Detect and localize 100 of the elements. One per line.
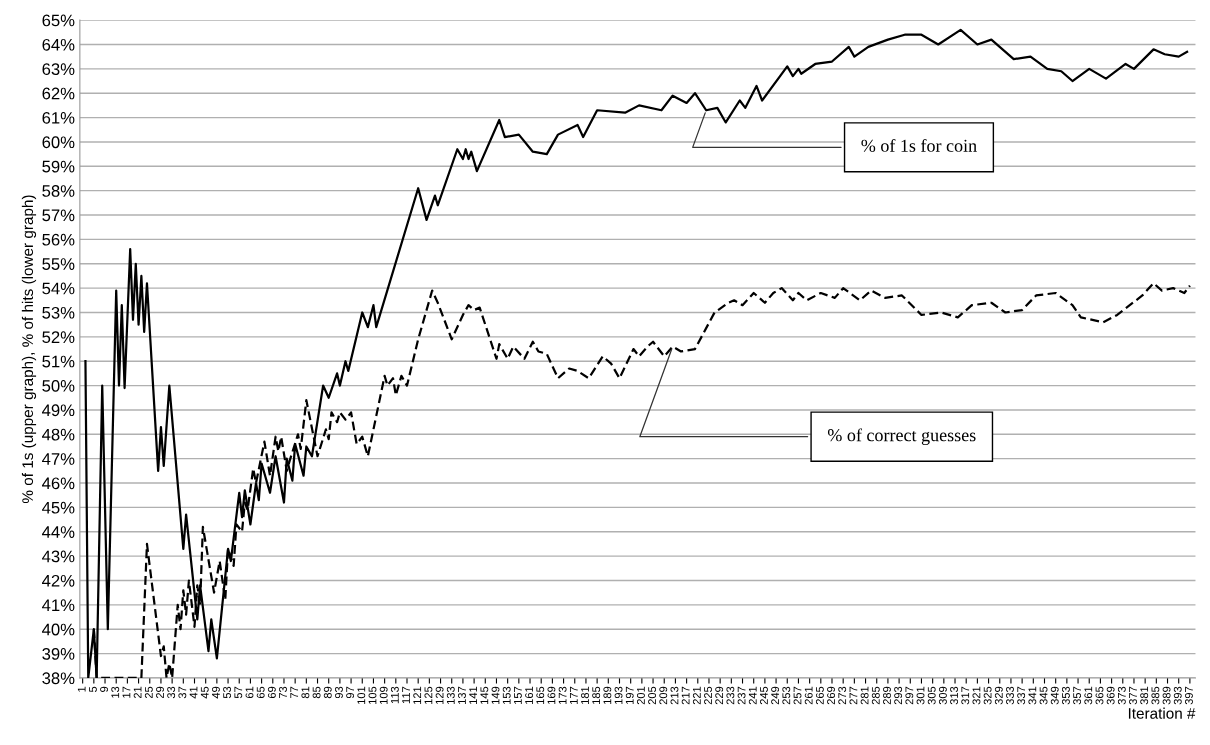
y-tick-label: 45% [42,501,75,514]
x-tick-label: 45 [200,686,209,699]
x-tick-label: 353 [1061,686,1070,705]
x-tick-label: 129 [435,686,444,704]
x-tick-label: 109 [379,686,388,704]
x-tick-label: 49 [211,686,220,699]
x-tick-label: 205 [648,686,657,705]
x-tick-label: 57 [234,686,243,699]
x-tick-label: 21 [133,686,142,699]
x-tick-label: 149 [491,686,500,704]
y-tick-label: 63% [42,63,75,76]
x-tick-label: 157 [514,686,522,704]
x-tick-label: 113 [390,686,399,704]
x-tick-label: 173 [558,686,567,704]
x-tick-label: 161 [525,686,534,704]
x-tick-label: 373 [1117,686,1126,705]
x-tick-label: 141 [469,686,477,704]
y-tick-label: 56% [42,233,75,246]
y-tick-label: 40% [42,623,75,636]
x-tick-label: 257 [793,686,802,705]
x-tick-label: 121 [413,686,422,704]
y-axis-title: % of 1s (upper graph), % of hits (lower graph) [21,195,37,504]
line-series [84,28,1189,678]
x-tick-label: 37 [178,686,187,699]
x-tick-label: 225 [704,686,712,705]
x-tick-label: 265 [815,686,824,705]
x-tick-label: 377 [1129,686,1137,705]
x-tick-label: 357 [1073,686,1082,705]
x-tick-label: 249 [771,686,780,705]
x-tick-label: 241 [748,686,757,705]
x-tick-label: 41 [189,686,198,699]
x-tick-label: 145 [480,686,489,704]
x-tick-label: 201 [636,686,645,705]
x-tick-label: 289 [883,686,891,705]
x-tick-label: 189 [603,686,612,704]
text: % of 1s for coin [861,138,977,152]
y-tick-label: 47% [42,453,75,465]
x-tick-label: 313 [950,686,958,705]
x-tick-label: 397 [1185,686,1193,705]
y-tick-label: 48% [42,428,75,441]
y-tick-label: 41% [42,599,75,611]
x-tick-label: 333 [1006,686,1014,705]
x-tick-label: 365 [1095,686,1104,705]
x-tick-label: 369 [1106,686,1115,705]
y-tick-label: 64% [42,38,75,51]
x-tick-label: 305 [927,686,936,705]
x-tick-label: 137 [458,686,466,704]
x-tick-label: 197 [625,686,634,704]
x-tick-label: 245 [760,686,768,705]
x-tick-label: 97 [346,686,355,699]
x-tick-label: 285 [871,686,880,705]
x-tick-label: 181 [581,686,589,704]
x-tick-label: 177 [569,686,578,704]
y-tick-label: 53% [42,306,75,319]
x-tick-label: 69 [267,686,276,699]
y-tick-label: 52% [42,331,75,344]
y-tick-label: 61% [42,111,75,124]
x-tick-label: 237 [737,686,746,705]
x-tick-label: 193 [614,686,623,704]
x-tick-label: 17 [122,686,131,698]
x-tick-label: 73 [279,686,287,699]
x-tick-label: 321 [972,686,981,705]
y-tick-label: 46% [42,477,75,490]
x-tick-label: 33 [167,686,176,699]
x-tick-label: 29 [156,686,164,699]
x-tick-label: 269 [827,686,835,705]
y-tick-label: 62% [42,87,75,100]
x-tick-label: 185 [592,686,601,704]
x-tick-label: 217 [681,686,690,705]
y-tick-label: 57% [42,209,75,222]
x-tick-label: 5 [89,686,97,693]
y-tick-label: 54% [42,282,75,295]
x-tick-label: 393 [1173,686,1182,705]
y-tick-label: 49% [42,404,75,417]
x-tick-label: 89 [323,686,332,699]
x-tick-label: 53 [223,686,232,699]
x-tick-label: 165 [536,686,545,704]
x-tick-label: 341 [1028,686,1037,705]
x-tick-label: 349 [1050,686,1059,705]
y-tick-label: 42% [42,574,75,587]
y-tick-label: 58% [42,185,75,197]
x-tick-label: 325 [983,686,992,705]
text: % of correct guesses [827,428,976,446]
x-tick-label: 65 [256,686,265,699]
x-tick-label: 389 [1162,686,1171,705]
x-tick-label: 25 [144,686,153,699]
x-axis-title: Iteration # [1128,707,1196,719]
y-tick-label: 38% [42,672,75,685]
x-tick-label: 213 [670,686,679,705]
x-tick-label: 81 [301,686,310,699]
x-tick-label: 281 [860,686,869,705]
x-tick-label: 77 [290,686,299,699]
y-tick-label: 60% [42,136,75,149]
x-tick-label: 133 [446,686,455,704]
y-tick-label: 55% [42,258,75,270]
y-tick-label: 50% [42,379,75,392]
x-tick-label: 209 [659,686,668,705]
x-tick-label: 229 [715,686,724,705]
y-tick-label: 44% [42,526,75,538]
x-tick-label: 85 [312,686,321,699]
